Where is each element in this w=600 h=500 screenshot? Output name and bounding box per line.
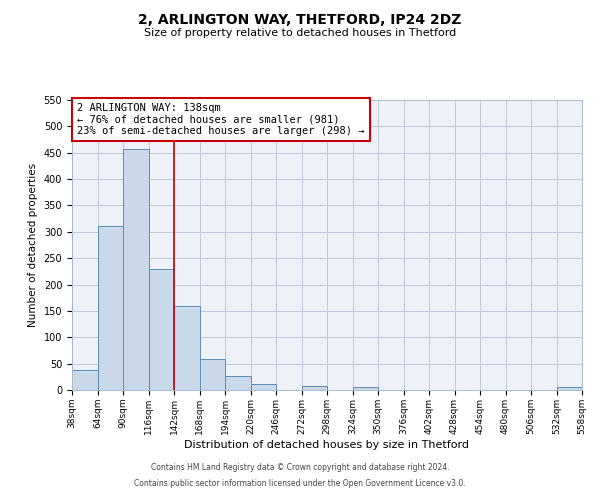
Bar	[97, 226, 123, 390]
Text: Contains HM Land Registry data © Crown copyright and database right 2024.: Contains HM Land Registry data © Crown c…	[151, 464, 449, 472]
Text: 2 ARLINGTON WAY: 138sqm
← 76% of detached houses are smaller (981)
23% of semi-d: 2 ARLINGTON WAY: 138sqm ← 76% of detache…	[77, 103, 365, 136]
Bar	[225, 376, 251, 390]
Bar	[199, 360, 225, 390]
Text: Size of property relative to detached houses in Thetford: Size of property relative to detached ho…	[144, 28, 456, 38]
Bar	[302, 386, 327, 390]
Bar	[149, 268, 174, 390]
Y-axis label: Number of detached properties: Number of detached properties	[28, 163, 38, 327]
Bar	[353, 388, 378, 390]
X-axis label: Distribution of detached houses by size in Thetford: Distribution of detached houses by size …	[185, 440, 470, 450]
Bar	[251, 384, 276, 390]
Bar	[123, 149, 149, 390]
Bar	[557, 388, 582, 390]
Bar	[72, 370, 97, 390]
Text: 2, ARLINGTON WAY, THETFORD, IP24 2DZ: 2, ARLINGTON WAY, THETFORD, IP24 2DZ	[139, 12, 461, 26]
Text: Contains public sector information licensed under the Open Government Licence v3: Contains public sector information licen…	[134, 478, 466, 488]
Bar	[174, 306, 199, 390]
